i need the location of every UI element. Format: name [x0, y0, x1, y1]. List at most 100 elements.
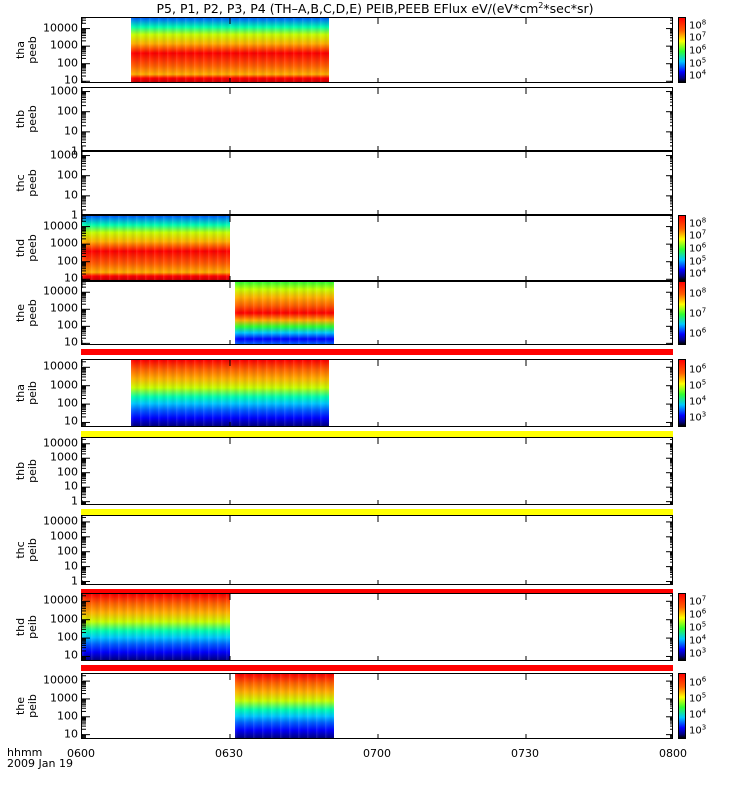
y-tick-label: 10 — [64, 271, 78, 285]
spectrogram-texture — [82, 216, 230, 280]
colorbar-base: 10 — [689, 693, 702, 705]
panel-thd-peeb — [81, 215, 673, 281]
y-tick-label: 100 — [57, 630, 78, 644]
axis-ticks — [82, 360, 672, 426]
x-axis-date: 2009 Jan 19 — [7, 757, 73, 770]
colorbar-exponent: 4 — [701, 707, 707, 716]
x-tick-label: 0700 — [363, 747, 391, 760]
colorbar-exponent: 7 — [701, 30, 707, 39]
colorbar-exponent: 6 — [701, 241, 707, 250]
x-tick-label: 0630 — [215, 747, 243, 760]
colorbar-tick-label: 104 — [689, 267, 706, 280]
colorbar-tick-label: 105 — [689, 378, 706, 391]
colorbar-tick-label: 106 — [689, 43, 706, 56]
instrument-name: peeb — [26, 169, 39, 197]
panel-thc-peib — [81, 515, 673, 585]
y-tick-label: 10000 — [43, 593, 78, 607]
colorbar-base: 10 — [689, 218, 702, 230]
y-tick-label: 100 — [57, 56, 78, 70]
axis-ticks — [82, 282, 672, 344]
colorbar-exponent: 5 — [701, 56, 707, 65]
y-tick-label: 10 — [64, 124, 78, 138]
instrument-name: peeb — [26, 105, 39, 133]
y-tick-label: 10000 — [43, 436, 78, 450]
axis-ticks — [82, 594, 672, 660]
x-tick-label: 0730 — [511, 747, 539, 760]
y-tick-label: 1 — [71, 574, 78, 587]
colorbar-base: 10 — [689, 243, 702, 255]
y-tick-label: 1000 — [50, 301, 78, 315]
y-tick-label: 1000 — [50, 691, 78, 705]
colorbar-tick-label: 107 — [689, 306, 706, 319]
colorbar-tick-label: 103 — [689, 411, 706, 424]
y-tick-label: 10000 — [43, 514, 78, 528]
panel-ylabel: thd peib — [14, 610, 39, 644]
axis-ticks — [82, 674, 672, 738]
panel-thb-peeb — [81, 87, 673, 151]
instrument-name: peib — [26, 381, 39, 405]
y-tick-label: 1000 — [50, 529, 78, 543]
y-tick-label: 1000 — [50, 84, 78, 98]
panel-thc-peeb — [81, 151, 673, 215]
colorbar-tick-label: 104 — [689, 69, 706, 82]
colorbar-base: 10 — [689, 725, 702, 737]
colorbar-tick-label: 105 — [689, 691, 706, 704]
colorbar-tick-label: 107 — [689, 31, 706, 44]
colorbar-base: 10 — [689, 412, 702, 424]
spectrogram-block — [131, 18, 329, 82]
spectrogram-block — [82, 594, 230, 660]
colorbar-tick-label: 106 — [689, 607, 706, 620]
instrument-name: peeb — [26, 36, 39, 64]
colorbar-base: 10 — [689, 596, 702, 608]
axis-ticks — [82, 88, 672, 150]
y-tick-label: 1000 — [50, 236, 78, 250]
y-tick-label: 100 — [57, 104, 78, 118]
y-tick-label: 100 — [57, 396, 78, 410]
colorbar-tick-label: 106 — [689, 676, 706, 689]
colorbar-tick-label: 105 — [689, 56, 706, 69]
colorbar-exponent: 4 — [701, 633, 707, 642]
spectrogram-texture — [131, 18, 329, 82]
colorbar-tick-label: 104 — [689, 707, 706, 720]
colorbar-tick-label: 105 — [689, 254, 706, 267]
y-tick-label: 10000 — [43, 21, 78, 35]
colorbar-base: 10 — [689, 396, 702, 408]
quality-flag-band — [81, 431, 673, 437]
panel-tha-peeb — [81, 17, 673, 83]
y-tick-label: 10000 — [43, 284, 78, 298]
y-tick-label: 10000 — [43, 359, 78, 373]
spectrogram-texture — [234, 282, 334, 344]
y-tick-label: 1 — [71, 208, 78, 222]
colorbar-exponent: 8 — [701, 286, 707, 295]
panel-the-peib — [81, 673, 673, 739]
colorbar-base: 10 — [689, 635, 702, 647]
axis-ticks — [82, 152, 672, 214]
colorbar-tick-label: 106 — [689, 326, 706, 339]
colorbar-exponent: 4 — [701, 394, 707, 403]
axis-ticks — [82, 516, 672, 584]
colorbar-exponent: 6 — [701, 326, 707, 335]
y-tick-label: 1000 — [50, 450, 78, 464]
colorbar-base: 10 — [689, 45, 702, 57]
colorbar-tick-label: 106 — [689, 241, 706, 254]
y-tick-label: 1000 — [50, 38, 78, 52]
spectrogram-block — [234, 282, 334, 344]
panel-ylabel: thb peib — [14, 454, 39, 488]
title-superscript: 2 — [538, 1, 544, 10]
y-tick-label: 1 — [71, 144, 78, 158]
colorbar-base: 10 — [689, 648, 702, 660]
axis-ticks — [82, 216, 672, 280]
colorbar-exponent: 6 — [701, 607, 707, 616]
y-tick-label: 1000 — [50, 378, 78, 392]
panel-ylabel: thc peib — [14, 533, 39, 567]
colorbar-base: 10 — [689, 678, 702, 690]
colorbar-tick-label: 108 — [689, 216, 706, 229]
x-tick-label: 0600 — [67, 747, 95, 760]
colorbar — [678, 593, 686, 661]
colorbar-base: 10 — [689, 71, 702, 83]
colorbar-tick-label: 105 — [689, 620, 706, 633]
colorbar-base: 10 — [689, 230, 702, 242]
colorbar-base: 10 — [689, 380, 702, 392]
y-tick-label: 10 — [64, 727, 78, 741]
